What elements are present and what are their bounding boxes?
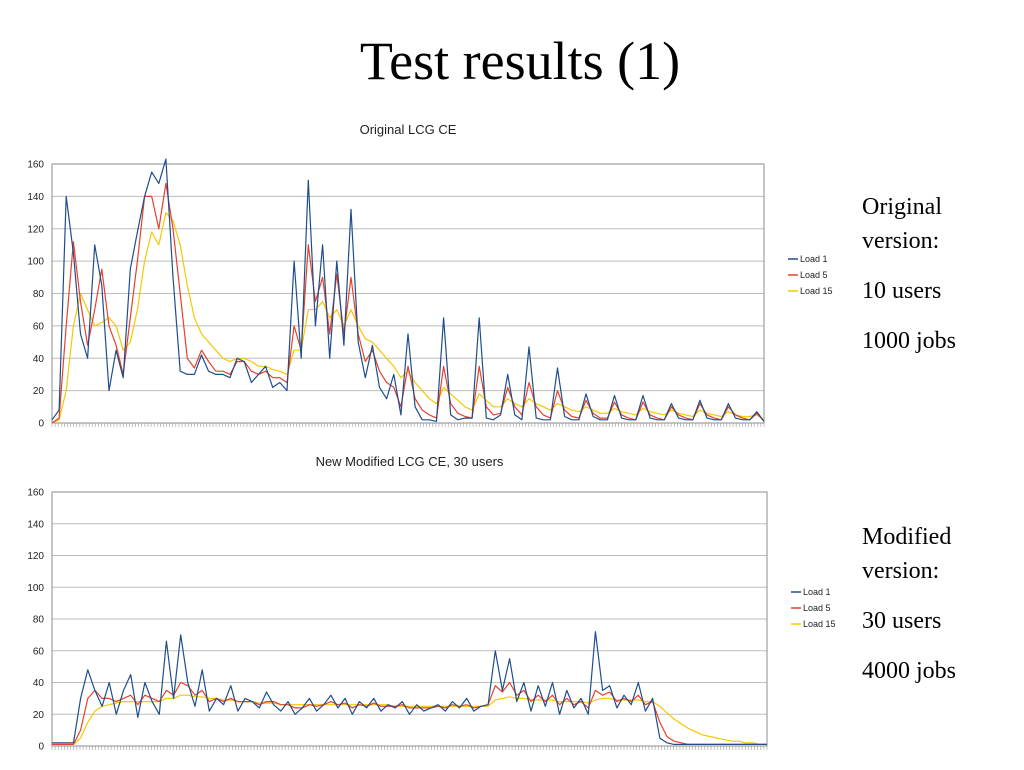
series-line-load-5 bbox=[52, 681, 767, 745]
chart-modified-lcg-ce: New Modified LCG CE, 30 users 0 20 40 60 80 10… bbox=[27, 454, 836, 753]
y-tick-label: 100 bbox=[27, 583, 44, 594]
y-tick-label: 0 bbox=[38, 419, 44, 430]
y-tick-label: 20 bbox=[33, 710, 45, 721]
y-tick-label: 20 bbox=[33, 386, 45, 397]
modified-notes: Modified version: 30 users 4000 jobs bbox=[862, 520, 956, 704]
y-tick-label: 160 bbox=[27, 160, 44, 171]
y-tick-label: 160 bbox=[27, 488, 44, 499]
original-line2: version: bbox=[862, 228, 940, 254]
series-line-load-1 bbox=[51, 158, 765, 422]
legend-label: Load 5 bbox=[800, 270, 828, 280]
modified-jobs: 4000 jobs bbox=[862, 658, 957, 684]
y-tick-label: 60 bbox=[33, 321, 45, 332]
y-tick-label: 120 bbox=[27, 224, 44, 235]
legend-label: Load 1 bbox=[803, 587, 831, 597]
modified-heading: Modified version: bbox=[862, 520, 956, 588]
slide-title: Test results (1) bbox=[359, 31, 681, 91]
y-tick-label: 80 bbox=[33, 289, 45, 300]
y-tick-label: 80 bbox=[33, 615, 45, 626]
modified-line1: Modified bbox=[862, 524, 952, 550]
series-line-load-1 bbox=[52, 631, 767, 745]
modified-users: 30 users bbox=[862, 608, 942, 634]
chart-title: New Modified LCG CE, 30 users bbox=[316, 454, 504, 469]
series-line-load-15 bbox=[52, 694, 767, 745]
series-line-load-15 bbox=[51, 211, 765, 424]
y-tick-label: 0 bbox=[38, 742, 44, 753]
y-tick-label: 40 bbox=[33, 678, 45, 689]
legend-label: Load 5 bbox=[803, 603, 831, 613]
y-tick-label: 40 bbox=[33, 354, 45, 365]
legend-label: Load 1 bbox=[800, 254, 828, 264]
original-users: 10 users bbox=[862, 278, 942, 304]
legend-label: Load 15 bbox=[803, 619, 836, 629]
y-tick-label: 120 bbox=[27, 551, 44, 562]
original-heading: Original version: bbox=[862, 190, 956, 258]
original-notes: Original version: 10 users 1000 jobs bbox=[862, 190, 956, 374]
original-jobs: 1000 jobs bbox=[862, 328, 957, 354]
y-tick-label: 100 bbox=[27, 257, 44, 268]
original-line1: Original bbox=[862, 194, 942, 220]
chart-original-lcg-ce: Original LCG CE 0 20 40 60 80 100 120 140 160 Load… bbox=[27, 122, 833, 430]
legend-label: Load 15 bbox=[800, 286, 833, 296]
modified-line2: version: bbox=[862, 558, 940, 584]
y-tick-label: 140 bbox=[27, 519, 44, 530]
x-ticks bbox=[51, 746, 768, 750]
y-tick-label: 60 bbox=[33, 646, 45, 657]
series-line-load-5 bbox=[51, 182, 765, 424]
y-tick-label: 140 bbox=[27, 192, 44, 203]
chart-title: Original LCG CE bbox=[360, 122, 457, 137]
x-ticks bbox=[51, 423, 765, 427]
